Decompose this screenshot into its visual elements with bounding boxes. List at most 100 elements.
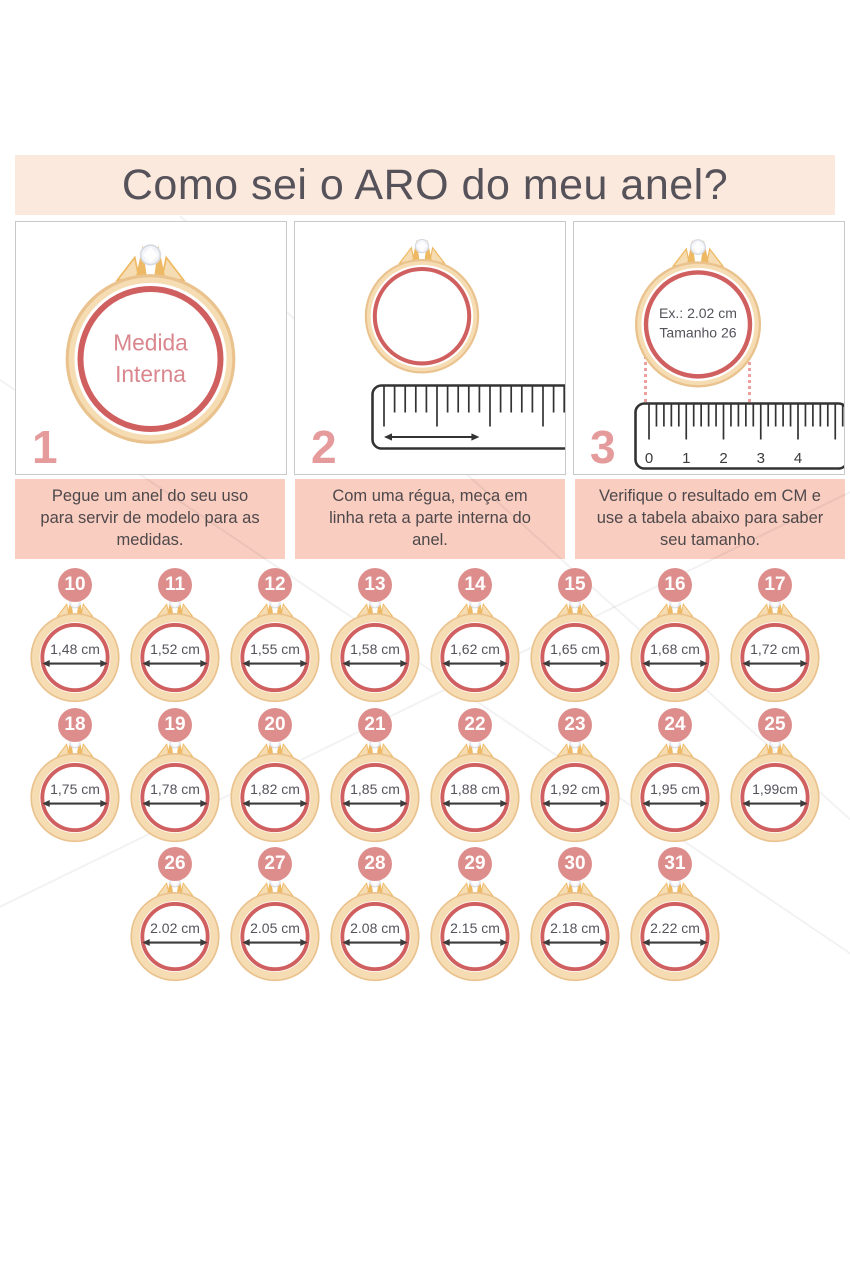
step-caption-2-text: Com uma régua, meça em linha reta a part…	[329, 487, 531, 549]
svg-text:1,95 cm: 1,95 cm	[650, 780, 700, 796]
ring-icon: 2.15 cm	[430, 876, 520, 982]
step-box-1: Medida Interna 1	[15, 221, 287, 475]
size-number-badge: 15	[558, 568, 592, 602]
ring-size-cell: 25 1,99cm	[729, 707, 821, 844]
ring-illustration-step1: Medida Interna	[63, 240, 238, 447]
ring-size-cell: 23 1,92 cm	[529, 707, 621, 844]
captions-row: Pegue um anel do seu uso para servir de …	[15, 479, 845, 559]
svg-text:1: 1	[682, 450, 690, 467]
step-box-3: Ex.: 2.02 cm Tamanho 26 0 1 2 3 4 3	[573, 221, 845, 475]
page-title: Como sei o ARO do meu anel?	[121, 160, 729, 209]
svg-text:1,48 cm: 1,48 cm	[50, 641, 100, 657]
step-box-2: 2	[294, 221, 566, 475]
svg-text:1,62 cm: 1,62 cm	[450, 641, 500, 657]
step-caption-2: Com uma régua, meça em linha reta a part…	[295, 479, 565, 559]
size-number-badge: 25	[758, 707, 792, 742]
size-number-badge: 12	[258, 568, 292, 602]
size-number-badge: 19	[158, 707, 192, 742]
ring-icon: 1,75 cm	[30, 736, 120, 842]
ring-icon: 1,72 cm	[730, 597, 820, 703]
size-number-badge: 17	[758, 568, 792, 602]
ring-icon: 2.22 cm	[630, 876, 720, 982]
svg-text:2: 2	[719, 450, 727, 467]
ring-size-cell: 11 1,52 cm	[129, 568, 221, 704]
ring-size-cell: 16 1,68 cm	[629, 568, 721, 704]
ring-icon: 1,58 cm	[330, 597, 420, 703]
ring-icon: 1,99cm	[730, 736, 820, 842]
size-number-badge: 26	[158, 847, 192, 882]
size-number-badge: 11	[158, 568, 192, 602]
ring-size-cell: 21 1,85 cm	[329, 707, 421, 844]
ring-icon: Ex.: 2.02 cm Tamanho 26	[634, 239, 762, 388]
ring-icon: 1,65 cm	[530, 597, 620, 703]
size-number-badge: 30	[558, 847, 592, 882]
size-number-badge: 14	[458, 568, 492, 602]
size-number-badge: 27	[258, 847, 292, 882]
ring-icon: 1,85 cm	[330, 736, 420, 842]
ring-icon: 1,82 cm	[230, 736, 320, 842]
svg-text:1,72 cm: 1,72 cm	[750, 641, 800, 657]
ring-size-cell: 15 1,65 cm	[529, 568, 621, 704]
ruler-illustration-step3: 0 1 2 3 4	[634, 402, 844, 470]
ruler-illustration-step2	[371, 384, 565, 450]
step-caption-1: Pegue um anel do seu uso para servir de …	[15, 479, 285, 559]
step-caption-1-text: Pegue um anel do seu uso para servir de …	[40, 487, 260, 549]
size-number-badge: 18	[58, 707, 92, 742]
size-number-badge: 16	[658, 568, 692, 602]
ring-size-cell: 24 1,95 cm	[629, 707, 721, 844]
ring-size-row: 26 2.02 cm 27 2.05 cm 28 2.08 cm 29 2.15 cm 30 2.…	[0, 847, 850, 983]
step-number-1: 1	[32, 421, 58, 473]
svg-text:2.18 cm: 2.18 cm	[550, 920, 600, 936]
ring-size-cell: 10 1,48 cm	[29, 568, 121, 704]
svg-text:2.05 cm: 2.05 cm	[250, 920, 300, 936]
ring-size-cell: 30 2.18 cm	[529, 847, 621, 983]
svg-text:1,82 cm: 1,82 cm	[250, 780, 300, 796]
ring-size-cell: 13 1,58 cm	[329, 568, 421, 704]
ring-icon: 1,68 cm	[630, 597, 720, 703]
ring-size-cell: 29 2.15 cm	[429, 847, 521, 983]
svg-text:1,99cm: 1,99cm	[752, 780, 798, 796]
svg-text:2.22 cm: 2.22 cm	[650, 920, 700, 936]
size-number-badge: 28	[358, 847, 392, 882]
title-banner: Como sei o ARO do meu anel?	[15, 155, 835, 215]
ring-size-row: 10 1,48 cm 11 1,52 cm 12 1,55 cm 13 1,58 cm 14 1,…	[0, 568, 850, 704]
size-number-badge: 23	[558, 707, 592, 742]
ring-icon: 2.02 cm	[130, 876, 220, 982]
ring-size-cell: 14 1,62 cm	[429, 568, 521, 704]
ring-icon	[364, 238, 480, 374]
ring-icon: Medida Interna	[65, 244, 236, 444]
svg-text:1,68 cm: 1,68 cm	[650, 641, 700, 657]
ring-icon: 1,62 cm	[430, 597, 520, 703]
svg-text:4: 4	[794, 450, 802, 467]
ring-size-cell: 27 2.05 cm	[229, 847, 321, 983]
ring-icon: 1,92 cm	[530, 736, 620, 842]
svg-text:Tamanho 26: Tamanho 26	[659, 324, 736, 340]
ring-size-cell: 31 2.22 cm	[629, 847, 721, 983]
ring-size-cell: 17 1,72 cm	[729, 568, 821, 704]
svg-text:1,52 cm: 1,52 cm	[150, 641, 200, 657]
size-number-badge: 22	[458, 707, 492, 742]
size-number-badge: 13	[358, 568, 392, 602]
dotted-guide-right	[748, 325, 751, 402]
step-number-3: 3	[590, 421, 616, 473]
ring-icon: 1,55 cm	[230, 597, 320, 703]
ruler-icon	[371, 384, 565, 450]
svg-text:1,88 cm: 1,88 cm	[450, 780, 500, 796]
svg-text:1,92 cm: 1,92 cm	[550, 780, 600, 796]
ring-size-row: 18 1,75 cm 19 1,78 cm 20 1,82 cm 21 1,85 cm 22 1,…	[0, 707, 850, 844]
svg-text:Medida: Medida	[113, 329, 188, 355]
ring-size-cell: 22 1,88 cm	[429, 707, 521, 844]
ring-size-cell: 20 1,82 cm	[229, 707, 321, 844]
ring-icon: 2.08 cm	[330, 876, 420, 982]
svg-text:1,78 cm: 1,78 cm	[150, 780, 200, 796]
svg-text:2.02 cm: 2.02 cm	[150, 920, 200, 936]
ruler-icon: 0 1 2 3 4	[634, 402, 844, 470]
svg-text:1,55 cm: 1,55 cm	[250, 641, 300, 657]
ring-icon: 1,48 cm	[30, 597, 120, 703]
svg-text:1,65 cm: 1,65 cm	[550, 641, 600, 657]
step-caption-3-text: Verifique o resultado em CM e use a tabe…	[596, 487, 824, 549]
svg-text:Ex.: 2.02 cm: Ex.: 2.02 cm	[659, 305, 737, 321]
ring-icon: 2.05 cm	[230, 876, 320, 982]
dotted-guide-left	[644, 325, 647, 402]
size-number-badge: 31	[658, 847, 692, 882]
